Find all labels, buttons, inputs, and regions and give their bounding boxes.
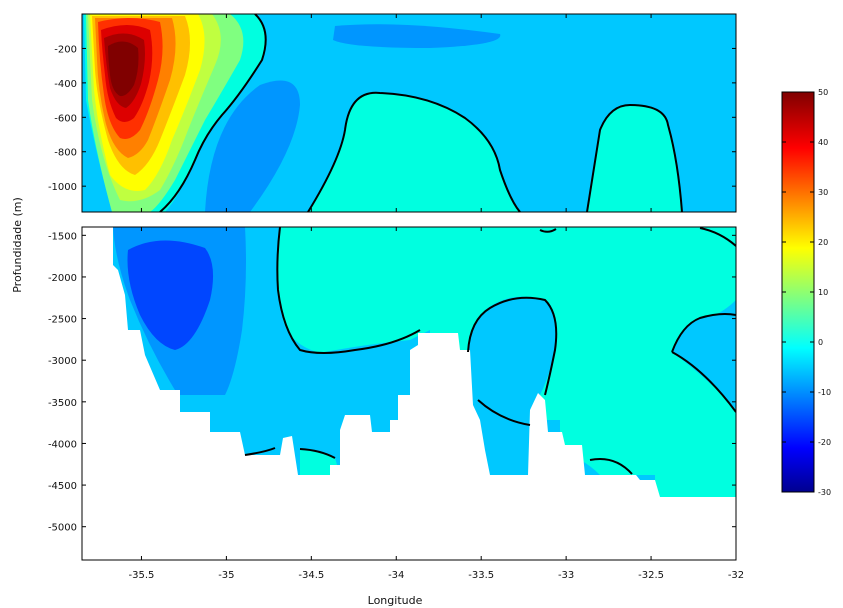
colorbar-ticks: 50 40 30 20 10 0 -10 -20 -30 — [782, 88, 831, 497]
bathymetry-mask — [82, 227, 736, 560]
y-tick-label: -200 — [54, 44, 77, 55]
colorbar-tick-label: 0 — [818, 338, 823, 347]
x-axis-label: Longitude — [368, 594, 423, 607]
upper-negative-cell-east — [333, 24, 501, 48]
colorbar-tick-label: 20 — [818, 238, 828, 247]
y-tick-label: -1500 — [48, 231, 77, 242]
y-tick-label: -2500 — [48, 315, 77, 326]
lower-zero-contours — [244, 227, 736, 475]
x-tick-label: -34 — [388, 570, 404, 581]
y-tick-label: -4000 — [48, 439, 77, 450]
y-tick-label: -4500 — [48, 481, 77, 492]
lower-panel: -1500 -2000 -2500 -3000 -3500 -4000 -4500 -5000… — [48, 226, 745, 581]
x-tick-label: -34.5 — [298, 570, 324, 581]
upper-warm-core — [86, 14, 244, 212]
colorbar-tick-label: 40 — [818, 138, 828, 147]
lower-axes-frame — [81, 226, 737, 561]
upper-panel: -200 -400 -600 -800 -1000 — [48, 13, 737, 213]
x-tick-label: -35.5 — [129, 570, 155, 581]
upper-axes-frame — [81, 13, 737, 213]
x-tick-label: -35 — [218, 570, 234, 581]
y-tick-label: -800 — [54, 148, 77, 159]
colorbar-tick-label: 10 — [818, 288, 828, 297]
y-tick-label: -400 — [54, 79, 77, 90]
y-tick-label: -2000 — [48, 273, 77, 284]
y-tick-label: -600 — [54, 113, 77, 124]
upper-field — [82, 14, 736, 212]
lower-negative-pocket — [672, 314, 736, 410]
upper-negative-cell-west — [205, 80, 300, 212]
upper-zero-contours — [159, 14, 683, 212]
colorbar-tick-label: -30 — [818, 488, 831, 497]
y-tick-label: -3000 — [48, 356, 77, 367]
lower-y-ticks: -1500 -2000 -2500 -3000 -3500 -4000 -4500 -5000 — [48, 227, 737, 560]
x-tick-label: -33 — [558, 570, 574, 581]
lower-deep-negative-core — [127, 240, 214, 350]
colorbar-tick-label: 50 — [818, 88, 828, 97]
x-tick-label: -33.5 — [468, 570, 494, 581]
colorbar-tick-label: -20 — [818, 438, 831, 447]
upper-positive-region-center — [308, 92, 520, 212]
colorbar: 50 40 30 20 10 0 -10 -20 -30 — [781, 88, 831, 497]
x-tick-label: -32.5 — [638, 570, 664, 581]
colorbar-gradient — [781, 91, 815, 493]
y-axis-label: Profundidade (m) — [11, 197, 24, 293]
y-tick-label: -3500 — [48, 398, 77, 409]
lower-positive-region-body — [277, 227, 736, 500]
lower-field — [82, 227, 736, 560]
upper-positive-region-east — [587, 105, 682, 212]
y-tick-label: -1000 — [48, 182, 77, 193]
y-tick-label: -5000 — [48, 523, 77, 534]
upper-y-ticks: -200 -400 -600 -800 -1000 — [48, 14, 737, 212]
x-tick-label: -32 — [728, 570, 744, 581]
colorbar-tick-label: -10 — [818, 388, 831, 397]
x-ticks: -35.5 -35 -34.5 -34 -33.5 -33 -32.5 -32 — [129, 570, 745, 581]
colorbar-tick-label: 30 — [818, 188, 828, 197]
